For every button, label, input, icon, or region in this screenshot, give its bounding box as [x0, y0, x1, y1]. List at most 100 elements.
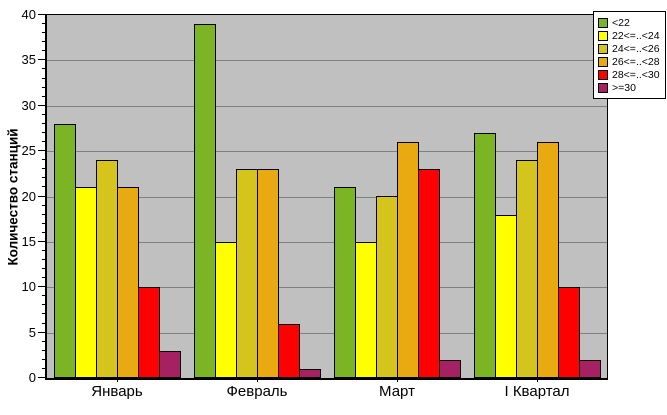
bar-group	[187, 15, 327, 378]
legend-label: 24<=..<26	[612, 42, 660, 55]
bar	[277, 324, 300, 378]
y-minor-tick	[42, 113, 45, 115]
y-minor-tick	[42, 259, 45, 261]
y-minor-tick	[42, 95, 45, 97]
legend-swatch	[598, 30, 608, 41]
y-minor-tick	[42, 131, 45, 133]
bar-group	[47, 15, 187, 378]
bar	[74, 187, 97, 378]
y-minor-tick	[42, 249, 45, 251]
gridline	[47, 151, 607, 153]
y-major-tick	[38, 150, 45, 152]
y-minor-tick	[42, 231, 45, 233]
legend-label: 22<=..<24	[612, 29, 660, 42]
y-minor-tick	[42, 322, 45, 324]
y-tick-label: 40	[21, 7, 36, 22]
legend-label: <22	[612, 16, 630, 29]
y-minor-tick	[42, 340, 45, 342]
y-tick-label: 5	[28, 324, 36, 340]
gridline	[47, 332, 607, 334]
y-tick-label: 10	[21, 279, 36, 295]
bar	[298, 369, 321, 378]
y-minor-tick	[42, 159, 45, 161]
y-major-tick	[38, 377, 45, 378]
x-category-tick	[257, 378, 258, 382]
plot-area	[45, 14, 608, 380]
bar	[137, 287, 160, 378]
legend-item: 26<=..<28	[596, 55, 663, 68]
y-minor-tick	[42, 86, 45, 88]
bar	[193, 24, 216, 378]
bar	[536, 142, 559, 378]
bar	[375, 196, 398, 378]
y-minor-tick	[42, 122, 45, 124]
x-category-tick	[397, 378, 398, 382]
y-tick-label: 25	[21, 143, 36, 159]
y-minor-tick	[42, 213, 45, 215]
legend-swatch	[598, 82, 608, 93]
y-major-tick	[38, 195, 45, 197]
y-minor-tick	[42, 349, 45, 351]
bar-group	[327, 15, 467, 378]
y-minor-tick	[42, 50, 45, 52]
legend-label: 28<=..<30	[612, 68, 660, 81]
y-minor-tick	[42, 313, 45, 315]
bar	[557, 287, 580, 378]
bar	[256, 169, 279, 378]
x-category-tick	[537, 378, 538, 382]
y-major-tick	[38, 240, 45, 242]
bar	[333, 187, 356, 378]
y-minor-tick	[42, 358, 45, 360]
gridline	[47, 60, 607, 62]
x-category-tick	[117, 378, 118, 382]
bar	[494, 215, 517, 378]
bar	[515, 160, 538, 378]
bar	[578, 360, 601, 378]
y-minor-tick	[42, 277, 45, 279]
y-major-tick	[38, 59, 45, 61]
bar	[473, 133, 496, 378]
bar	[214, 242, 237, 378]
y-tick-label: 35	[21, 52, 36, 68]
legend-swatch	[598, 43, 608, 54]
bar-group	[467, 15, 607, 378]
y-major-tick	[38, 14, 45, 15]
legend-label: >=30	[612, 81, 636, 94]
y-minor-tick	[42, 367, 45, 369]
y-axis-labels: 0 5 10 15 20 25 30 35 40	[0, 8, 36, 385]
y-axis-ticks	[37, 14, 45, 378]
y-tick-label: 0	[28, 370, 36, 385]
legend-item: 24<=..<26	[596, 42, 663, 55]
x-axis-ticks	[47, 378, 607, 383]
y-minor-tick	[42, 141, 45, 143]
gridline	[47, 105, 607, 107]
bar	[158, 351, 181, 378]
x-axis-labels: Январь Февраль Март I Квартал	[47, 383, 607, 400]
x-category-label: Январь	[91, 383, 143, 400]
gridline	[47, 241, 607, 243]
bar	[95, 160, 118, 378]
y-major-tick	[38, 331, 45, 333]
y-minor-tick	[42, 304, 45, 306]
legend-label: 26<=..<28	[612, 55, 660, 68]
y-tick-label: 30	[21, 97, 36, 113]
bar	[417, 169, 440, 378]
legend-swatch	[598, 17, 608, 28]
legend-swatch	[598, 69, 608, 80]
y-minor-tick	[42, 41, 45, 43]
y-tick-label: 20	[21, 188, 36, 204]
y-minor-tick	[42, 77, 45, 79]
x-category-label: Март	[379, 383, 415, 400]
legend-item: >=30	[596, 81, 663, 94]
x-category-label: Февраль	[226, 383, 288, 400]
y-minor-tick	[42, 222, 45, 224]
y-minor-tick	[42, 177, 45, 179]
bar	[235, 169, 258, 378]
bar	[53, 124, 76, 378]
legend: <22 22<=..<24 24<=..<26 26<=..<28 28<=..<30 >…	[593, 11, 666, 99]
y-minor-tick	[42, 168, 45, 170]
bar	[438, 360, 461, 378]
gridline	[47, 287, 607, 289]
y-minor-tick	[42, 295, 45, 297]
